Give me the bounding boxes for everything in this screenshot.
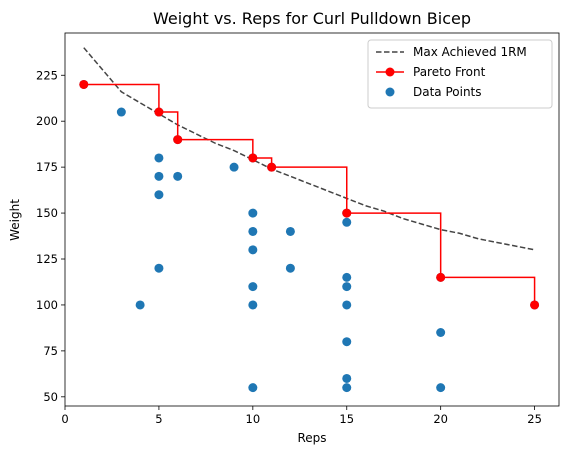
- y-axis-label: Weight: [8, 199, 22, 241]
- data-point: [154, 171, 164, 181]
- pareto-point: [436, 272, 446, 282]
- data-point: [116, 107, 126, 117]
- data-point: [342, 337, 352, 347]
- pareto-point: [530, 300, 540, 310]
- data-point: [285, 226, 295, 236]
- x-tick-label: 25: [527, 412, 542, 426]
- x-tick-label: 5: [155, 412, 162, 426]
- legend-box: [367, 39, 553, 109]
- pareto-point: [342, 208, 352, 218]
- data-point: [248, 245, 258, 255]
- y-tick-label: 50: [43, 390, 58, 404]
- x-tick-label: 15: [339, 412, 354, 426]
- data-point: [135, 300, 145, 310]
- legend: Max Achieved 1RM Pareto Front Data Points: [367, 39, 553, 109]
- legend-swatch-pareto-dot: [385, 67, 395, 77]
- data-point: [342, 300, 352, 310]
- legend-label: Pareto Front: [413, 65, 486, 79]
- data-point: [229, 162, 239, 172]
- data-point: [248, 282, 258, 292]
- y-tick-label: 150: [36, 206, 58, 220]
- pareto-point: [248, 153, 258, 163]
- pareto-front-line: [83, 83, 536, 305]
- pareto-point: [173, 135, 183, 145]
- data-point: [342, 383, 352, 393]
- y-tick-label: 75: [43, 344, 58, 358]
- legend-label: Data Points: [413, 85, 482, 99]
- x-axis-label: Reps: [297, 431, 326, 445]
- y-tick-label: 100: [36, 298, 58, 312]
- data-point: [342, 217, 352, 227]
- data-point: [154, 263, 164, 273]
- data-point: [248, 300, 258, 310]
- pareto-point: [79, 79, 89, 89]
- legend-label: Max Achieved 1RM: [413, 45, 527, 59]
- data-point: [154, 190, 164, 200]
- chart-title: Weight vs. Reps for Curl Pulldown Bicep: [153, 9, 471, 28]
- data-point: [248, 208, 258, 218]
- x-tick-label: 0: [61, 412, 68, 426]
- data-point: [436, 328, 446, 338]
- y-tick-label: 175: [36, 160, 58, 174]
- y-tick-label: 125: [36, 252, 58, 266]
- legend-swatch-data-points: [385, 87, 395, 97]
- data-point: [436, 383, 446, 393]
- data-point: [342, 272, 352, 282]
- data-point: [285, 263, 295, 273]
- plot-frame: [64, 32, 560, 407]
- data-point: [154, 153, 164, 163]
- y-tick-label: 225: [36, 68, 58, 82]
- pareto-point: [154, 107, 164, 117]
- data-point: [342, 282, 352, 292]
- plot-area: [79, 47, 540, 393]
- data-point: [342, 373, 352, 383]
- y-tick-label: 200: [36, 114, 58, 128]
- x-tick-label: 20: [433, 412, 448, 426]
- data-point: [173, 171, 183, 181]
- pareto-point: [267, 162, 277, 172]
- data-point: [248, 383, 258, 393]
- axes: 0 5 10 15 20 25 50 75 100 125 150 175 200 225: [36, 32, 560, 426]
- data-point: [248, 226, 258, 236]
- x-tick-label: 10: [246, 412, 261, 426]
